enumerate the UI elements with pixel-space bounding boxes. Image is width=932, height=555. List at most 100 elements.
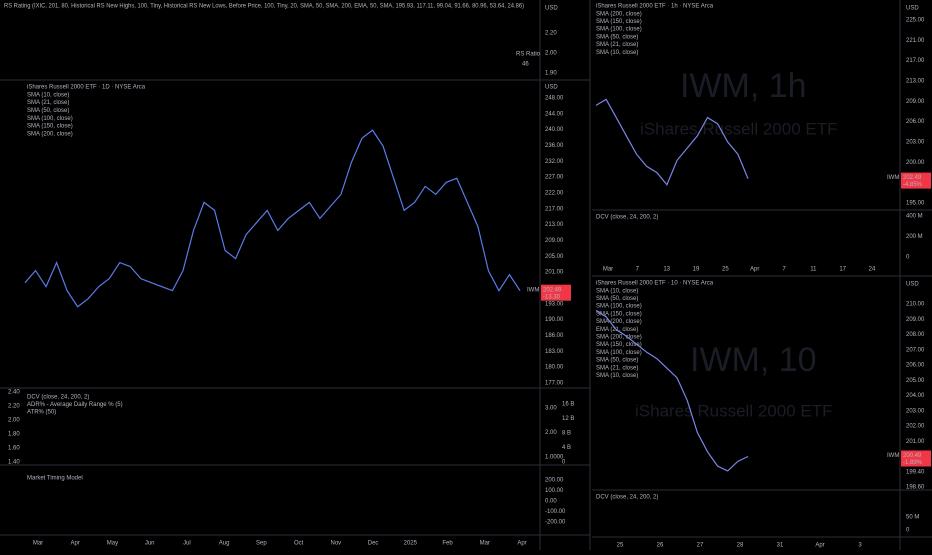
dcv-tick: 1.60 — [8, 446, 20, 452]
legend-item: SMA (150, close) — [596, 19, 642, 25]
watermark-sub: iShares Russell 2000 ETF — [640, 119, 837, 138]
date-label: Nov — [331, 541, 342, 547]
date-label: 27 — [697, 543, 704, 549]
date-label: Sep — [256, 541, 267, 547]
legend-item: SMA (10, close) — [27, 92, 69, 98]
price-line — [595, 98, 749, 186]
price-line — [24, 129, 521, 308]
date-label: 28 — [737, 543, 744, 549]
date-label: Jul — [183, 541, 191, 547]
legend-item: SMA (50, close) — [27, 108, 69, 114]
legend-item: SMA (50, close) — [596, 296, 638, 302]
price-tick: 236.00 — [545, 143, 564, 149]
date-label: Jun — [145, 541, 155, 547]
price-tick: 206.00 — [906, 119, 925, 125]
price-tick: 210.00 — [906, 302, 925, 308]
price-tick: 204.00 — [906, 393, 925, 399]
price-tick: 208.00 — [906, 332, 925, 338]
price-tick: 201.00 — [906, 439, 925, 445]
date-label: May — [107, 541, 118, 547]
date-label: 3 — [858, 543, 862, 549]
legend-item: SMA (200, close) — [596, 334, 642, 340]
date-label: Oct — [294, 541, 304, 547]
rs-label: RS Ratio — [516, 52, 541, 58]
price-line — [595, 309, 749, 472]
legend-item: DCV (close, 24, 200, 2) — [27, 395, 89, 401]
legend-item: SMA (200, close) — [596, 319, 642, 325]
price-tick: 217.00 — [906, 58, 925, 64]
price-tick: 209.00 — [906, 317, 925, 323]
dcv-tick: 50 M — [906, 515, 919, 521]
watermark: IWM, 1h — [680, 67, 807, 105]
legend-item: SMA (10, close) — [596, 288, 638, 294]
price-tick: 225.00 — [906, 18, 925, 24]
legend-item: SMA (150, close) — [596, 311, 642, 317]
mtm-tick: -200.00 — [545, 520, 566, 526]
date-label: 25 — [722, 267, 729, 273]
legend-item: ATR% (50) — [27, 410, 56, 416]
price-tick: 232.00 — [545, 159, 564, 165]
legend-item: SMA (21, close) — [27, 100, 69, 106]
dcv-tick-mid: 2.00 — [545, 430, 557, 436]
date-label: Dec — [368, 541, 379, 547]
price-tick: 202.00 — [906, 424, 925, 430]
price-tick: 205.00 — [906, 378, 925, 384]
legend-item: SMA (10, close) — [596, 50, 638, 56]
date-label: 7 — [782, 267, 786, 273]
legend-item: SMA (150, close) — [596, 342, 642, 348]
price-tick: 200.00 — [906, 160, 925, 166]
price-tick: 213.00 — [545, 222, 564, 228]
price-tick: 203.00 — [906, 140, 925, 146]
price-tag-change: -1.89% — [903, 460, 923, 466]
rs-value: 46 — [522, 62, 529, 68]
dcv-tick: 400 M — [906, 214, 923, 220]
legend-item: SMA (100, close) — [27, 116, 73, 122]
legend-item: SMA (10, close) — [596, 373, 638, 379]
dcv-tick: 0 — [906, 528, 910, 534]
date-label: Feb — [442, 541, 453, 547]
price-tick: 193.00 — [545, 301, 564, 307]
legend-item: iShares Russell 2000 ETF · 1D · NYSE Arc… — [27, 85, 146, 91]
dcv-tick: 2.00 — [8, 418, 20, 424]
rs-tick: 1.90 — [545, 71, 557, 77]
price-tick: 186.00 — [545, 333, 564, 339]
price-tag-symbol: IWM — [527, 287, 539, 293]
price-tick: 244.00 — [545, 111, 564, 117]
mtm-tick: 100.00 — [545, 488, 564, 494]
date-label: Mar — [603, 267, 613, 273]
price-tick: 207.00 — [906, 347, 925, 353]
date-label: 2025 — [404, 541, 418, 547]
price-tag — [901, 450, 931, 467]
date-label: 17 — [839, 267, 846, 273]
currency: USD — [906, 6, 919, 12]
currency: USD — [545, 85, 558, 91]
price-tag-change: -4.85% — [903, 182, 923, 188]
date-label: Aug — [219, 541, 230, 547]
rs-tick: 2.00 — [545, 51, 557, 57]
dcv-tick: 1.40 — [8, 460, 20, 466]
mtm-legend: Market Timing Model — [27, 476, 83, 482]
date-label: 25 — [617, 543, 624, 549]
dcv-tick: 0 — [906, 255, 910, 261]
price-tick: 198.60 — [906, 485, 925, 491]
dcv-legend: DCV (close, 24, 200, 2) — [596, 215, 658, 221]
watermark: IWM, 10 — [690, 341, 817, 379]
date-label: Apr — [517, 541, 526, 547]
legend-item: SMA (50, close) — [596, 358, 638, 364]
price-tag — [901, 172, 931, 189]
price-tick: 199.40 — [906, 469, 925, 475]
dcv-tick-right: 0 — [562, 460, 566, 466]
legend-item: SMA (200, close) — [27, 131, 73, 137]
date-label: 26 — [657, 543, 664, 549]
price-tick: 240.00 — [545, 127, 564, 133]
date-label: 11 — [810, 267, 817, 273]
dcv-tick-right: 16 B — [562, 402, 574, 408]
price-tag-value: 202.49 — [543, 287, 562, 293]
legend-item: ADR% - Average Daily Range % (5) — [27, 402, 123, 408]
price-tick: 213.00 — [906, 79, 925, 85]
legend-item: SMA (100, close) — [596, 27, 642, 33]
legend-item: SMA (21, close) — [596, 365, 638, 371]
currency: USD — [545, 6, 558, 12]
